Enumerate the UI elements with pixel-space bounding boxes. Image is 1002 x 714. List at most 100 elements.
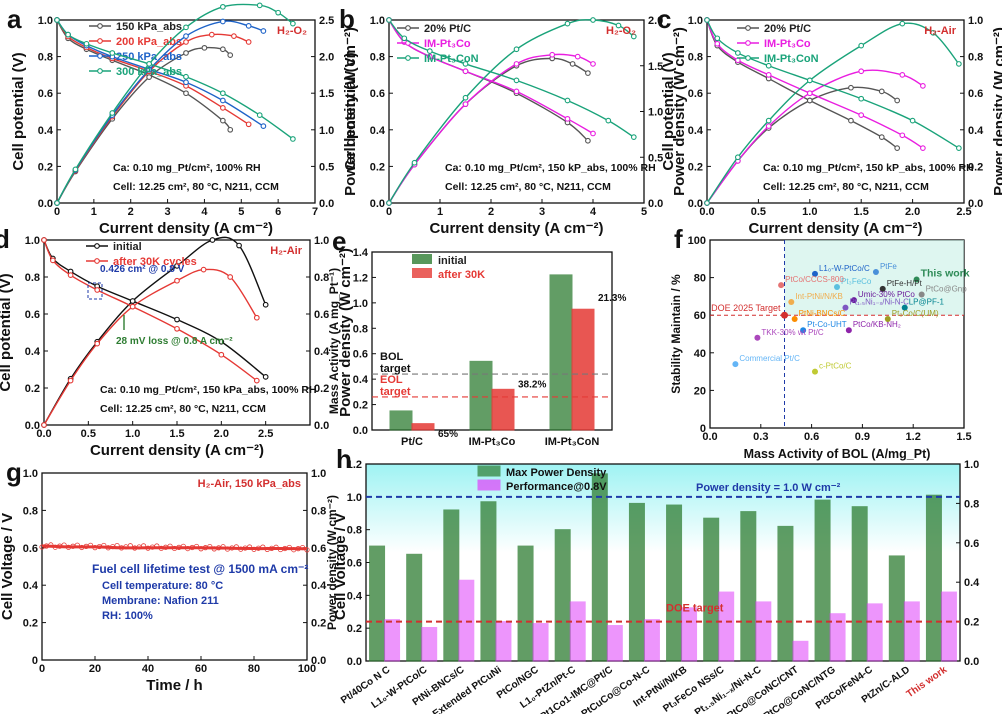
power-point xyxy=(806,90,813,97)
power-point xyxy=(894,97,901,104)
y-tick-label: 1.4 xyxy=(353,247,369,259)
x-tick-label: 4 xyxy=(201,206,208,218)
legend-marker xyxy=(97,68,103,74)
scatter-point xyxy=(842,304,849,311)
x-axis-title: Current density (A cm⁻²) xyxy=(90,442,264,459)
polarization-point xyxy=(605,117,612,124)
test-condition: RH: 100% xyxy=(102,610,153,622)
polarization-point xyxy=(65,31,71,38)
legend-marker xyxy=(94,258,100,264)
scatter-point xyxy=(879,285,886,292)
y-tick-label: 100 xyxy=(688,235,706,247)
power-point xyxy=(848,84,854,91)
power-point xyxy=(462,94,469,101)
y2-axis-title: Power density (W cm⁻²) xyxy=(991,27,1002,196)
voltage-point xyxy=(299,544,306,551)
y2-tick-label: 0.8 xyxy=(311,505,326,517)
y-tick-label: 1.0 xyxy=(353,298,368,310)
y-tick-label: 60 xyxy=(694,310,706,322)
polarization-point xyxy=(174,316,180,323)
x-tick-label: 0.0 xyxy=(699,206,714,218)
legend-label: IM-Pt₃Co xyxy=(764,38,811,50)
power-point xyxy=(275,9,281,16)
legend-marker xyxy=(405,55,411,61)
y-tick-label: 0.4 xyxy=(23,580,39,592)
performance-bar xyxy=(495,621,512,662)
scatter-point xyxy=(845,327,852,334)
legend-label: IM-Pt₃CoN xyxy=(424,53,479,65)
performance-bar xyxy=(866,603,883,662)
legend-marker xyxy=(745,40,751,46)
y2-axis-title: Power density (W cm⁻²) xyxy=(671,27,688,196)
activity-bar xyxy=(571,308,595,431)
scatter-point xyxy=(884,315,891,322)
doe-point xyxy=(781,311,789,319)
activity-bar xyxy=(469,360,493,431)
condition-annotation: Ca: 0.10 mg_Pt/cm², 100% RH xyxy=(113,162,261,174)
y-tick-label: 0 xyxy=(700,423,706,435)
x-tick-label: 20 xyxy=(89,663,101,675)
legend-marker xyxy=(97,38,103,44)
legend-marker xyxy=(745,25,751,31)
performance-bar xyxy=(681,607,698,662)
x-tick-label: 100 xyxy=(298,663,316,675)
panel-label: g xyxy=(6,457,22,487)
power-bar xyxy=(777,525,794,662)
polarization-point xyxy=(220,104,226,111)
power-bar xyxy=(851,506,868,662)
y-tick-label: 1.0 xyxy=(370,15,385,27)
x-tick-label: 1.5 xyxy=(169,428,184,440)
y2-tick-label: 1.0 xyxy=(314,235,329,247)
y-tick-label: 0.0 xyxy=(370,198,385,210)
scatter-label: L1₀-W-PtCo/C xyxy=(819,264,870,273)
y-tick-label: 1.0 xyxy=(347,492,362,504)
x-tick-label: 40 xyxy=(142,663,154,675)
y2-tick-label: 0.0 xyxy=(314,420,329,432)
x-tick-label: 80 xyxy=(248,663,260,675)
performance-bar xyxy=(421,627,438,662)
y-tick-label: 0.6 xyxy=(23,543,38,555)
y-tick-label: 0.8 xyxy=(353,323,368,335)
power-point xyxy=(72,166,79,173)
legend-label: 20% Pt/C xyxy=(764,23,811,35)
legend-label: after 30K cycles xyxy=(113,256,197,268)
plot-frame xyxy=(56,19,316,204)
polarization-point xyxy=(260,123,267,129)
y-tick-label: 1.0 xyxy=(688,15,703,27)
y2-axis-title: Cell Voltage / V xyxy=(332,513,349,620)
power-point xyxy=(262,301,269,308)
voltage-point xyxy=(180,543,186,549)
power-point xyxy=(765,117,772,124)
power-bar xyxy=(740,511,757,662)
power-point xyxy=(734,154,741,161)
y-tick-label: 1.0 xyxy=(38,15,53,27)
eol-label: EOL xyxy=(380,374,403,386)
activity-bar xyxy=(389,410,413,431)
y-axis-title: Power density (W cm⁻²) xyxy=(325,495,339,630)
doe-label: DOE 2025 Target xyxy=(711,303,781,313)
y-tick-label: 1.2 xyxy=(353,272,368,284)
power-target-label: Power density = 1.0 W cm⁻² xyxy=(696,482,841,494)
power-point xyxy=(183,24,189,31)
y2-tick-label: 0.4 xyxy=(964,577,980,589)
polarization-point xyxy=(245,121,252,128)
polarization-point xyxy=(765,62,772,69)
performance-bar xyxy=(940,591,957,662)
y2-tick-label: 0.0 xyxy=(964,656,979,668)
x-tick-label: 3 xyxy=(539,206,545,218)
y-tick-label: 0.4 xyxy=(25,346,41,358)
polarization-point xyxy=(462,68,469,75)
power-point xyxy=(386,200,392,206)
y2-tick-label: 1.0 xyxy=(648,107,663,119)
power-point xyxy=(290,20,296,27)
power-bar xyxy=(925,494,942,662)
polarization-point xyxy=(765,72,772,78)
legend-swatch xyxy=(412,268,432,278)
scatter-point xyxy=(834,284,840,290)
scatter-point xyxy=(918,291,925,298)
x-tick-label: 5 xyxy=(238,206,244,218)
x-axis-title: Time / h xyxy=(146,677,202,694)
y2-axis-title: Power density (W cm⁻²) xyxy=(337,248,354,417)
legend-swatch xyxy=(477,479,501,491)
